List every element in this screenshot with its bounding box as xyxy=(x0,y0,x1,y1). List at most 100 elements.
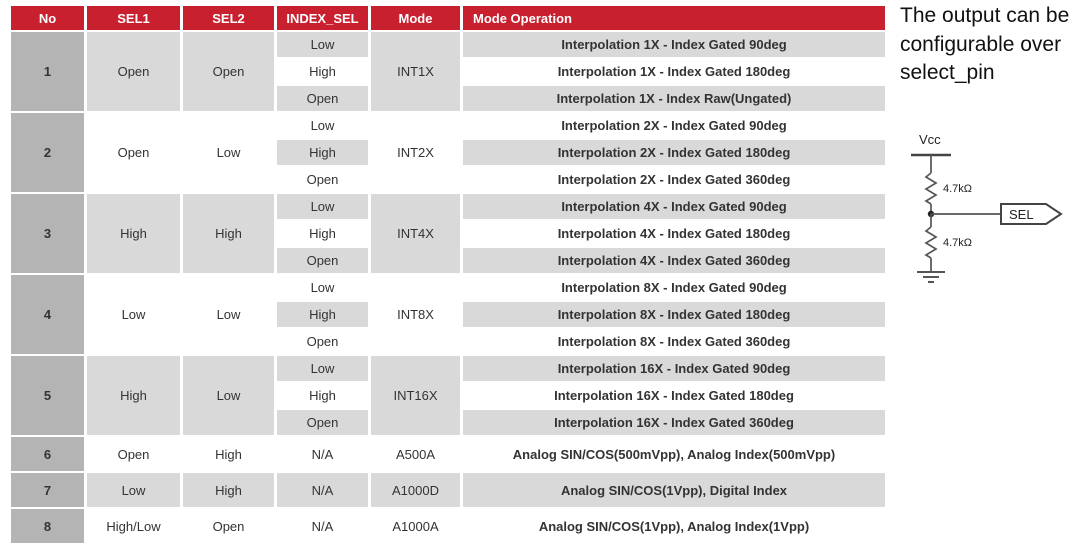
cell-mode-operation: Interpolation 8X - Index Gated 90deg xyxy=(463,275,885,300)
table-row: High Interpolation 2X - Index Gated 180de… xyxy=(11,140,885,165)
cell-sel1: High xyxy=(87,194,180,273)
cell-mode-operation: Interpolation 1X - Index Raw(Ungated) xyxy=(463,86,885,111)
cell-mode-operation: Interpolation 2X - Index Gated 360deg xyxy=(463,167,885,192)
select-pin-circuit-diagram: Vcc 4.7kΩ SEL 4.7kΩ xyxy=(911,132,1063,283)
cell-index-sel: N/A xyxy=(277,473,368,507)
cell-no: 3 xyxy=(11,194,84,273)
cell-mode: INT4X xyxy=(371,194,460,273)
cell-index-sel: High xyxy=(277,302,368,327)
cell-no: 2 xyxy=(11,113,84,192)
cell-sel2: High xyxy=(183,194,274,273)
cell-index-sel: High xyxy=(277,59,368,84)
table-row: 3 High High Low INT4X Interpolation 4X - Inde… xyxy=(11,194,885,273)
cell-index-sel: Low xyxy=(277,194,368,219)
cell-index-sel: Low xyxy=(277,32,368,57)
cell-index-sel: Open xyxy=(277,410,368,435)
cell-mode-operation: Interpolation 8X - Index Gated 360deg xyxy=(463,329,885,354)
cell-no: 5 xyxy=(11,356,84,435)
cell-mode-operation: Interpolation 1X - Index Gated 90deg xyxy=(463,32,885,57)
column-header-sel2: SEL2 xyxy=(183,6,274,30)
table-row: High Interpolation 8X - Index Gated 180de… xyxy=(11,302,885,327)
cell-sel1: Open xyxy=(87,32,180,111)
resistor-top-label: 4.7kΩ xyxy=(943,183,972,195)
cell-index-sel: Low xyxy=(277,356,368,381)
cell-mode-operation: Interpolation 2X - Index Gated 180deg xyxy=(463,140,885,165)
mode-table-body: 1 Open Open Low INT1X Interpolation 1X - Inde… xyxy=(11,32,885,543)
table-row: Open Interpolation 4X - Index Gated 360de… xyxy=(11,248,885,273)
cell-sel2: Open xyxy=(183,509,274,543)
table-row: 2 Open Low Low INT2X Interpolation 2X - Index… xyxy=(11,113,885,192)
cell-sel1: Open xyxy=(87,437,180,471)
mode-select-table-container: No SEL1 SEL2 INDEX_SEL Mode Mode Operati… xyxy=(8,4,888,545)
mode-select-table: No SEL1 SEL2 INDEX_SEL Mode Mode Operati… xyxy=(8,4,888,545)
cell-sel2: High xyxy=(183,437,274,471)
cell-no: 4 xyxy=(11,275,84,354)
cell-mode-operation: Interpolation 2X - Index Gated 90deg xyxy=(463,113,885,138)
cell-mode: A1000A xyxy=(371,509,460,543)
cell-sel2: Low xyxy=(183,356,274,435)
table-row: Open Interpolation 2X - Index Gated 360de… xyxy=(11,167,885,192)
cell-sel1: Low xyxy=(87,275,180,354)
cell-mode-operation: Analog SIN/COS(500mVpp), Analog Index(50… xyxy=(463,437,885,471)
annotation-text: The output can be configurable over sele… xyxy=(900,4,1070,85)
cell-no: 8 xyxy=(11,509,84,543)
table-row: 4 Low Low Low INT8X Interpolation 8X - Index … xyxy=(11,275,885,354)
cell-index-sel: N/A xyxy=(277,509,368,543)
table-row: High Interpolation 16X - Index Gated 180d… xyxy=(11,383,885,408)
cell-mode-operation: Interpolation 16X - Index Gated 180deg xyxy=(463,383,885,408)
column-header-index-sel: INDEX_SEL xyxy=(277,6,368,30)
table-header-row: No SEL1 SEL2 INDEX_SEL Mode Mode Operati… xyxy=(11,6,885,30)
resistor-bottom-label: 4.7kΩ xyxy=(943,237,972,249)
cell-sel2: High xyxy=(183,473,274,507)
table-row: 5 High Low Low INT16X Interpolation 16X - Ind… xyxy=(11,356,885,435)
cell-sel1: High xyxy=(87,356,180,435)
cell-index-sel: Open xyxy=(277,167,368,192)
cell-index-sel: High xyxy=(277,383,368,408)
cell-mode-operation: Analog SIN/COS(1Vpp), Digital Index xyxy=(463,473,885,507)
cell-mode: INT16X xyxy=(371,356,460,435)
table-row: 6 Open High N/A A500A Analog SIN/COS(500mVpp)… xyxy=(11,437,885,471)
cell-index-sel: High xyxy=(277,140,368,165)
cell-sel2: Open xyxy=(183,32,274,111)
cell-mode: A500A xyxy=(371,437,460,471)
table-row: 7 Low High N/A A1000D Analog SIN/COS(1Vpp), D… xyxy=(11,473,885,507)
table-row: High Interpolation 4X - Index Gated 180de… xyxy=(11,221,885,246)
cell-no: 1 xyxy=(11,32,84,111)
table-row: 1 Open Open Low INT1X Interpolation 1X - Inde… xyxy=(11,32,885,111)
cell-index-sel: Open xyxy=(277,329,368,354)
cell-no: 6 xyxy=(11,437,84,471)
cell-index-sel: N/A xyxy=(277,437,368,471)
column-header-mode-operation: Mode Operation xyxy=(463,6,885,30)
cell-mode: INT1X xyxy=(371,32,460,111)
cell-sel2: Low xyxy=(183,275,274,354)
vcc-label: Vcc xyxy=(919,132,941,147)
cell-mode-operation: Interpolation 1X - Index Gated 180deg xyxy=(463,59,885,84)
resistor-bottom-icon xyxy=(924,226,938,259)
cell-mode-operation: Interpolation 8X - Index Gated 180deg xyxy=(463,302,885,327)
cell-sel1: Open xyxy=(87,113,180,192)
table-row: Open Interpolation 1X - Index Raw(Ungated… xyxy=(11,86,885,111)
cell-mode-operation: Interpolation 4X - Index Gated 360deg xyxy=(463,248,885,273)
sel-tag-label: SEL xyxy=(1009,207,1034,222)
cell-mode-operation: Interpolation 4X - Index Gated 180deg xyxy=(463,221,885,246)
cell-mode-operation: Interpolation 16X - Index Gated 90deg xyxy=(463,356,885,381)
cell-mode-operation: Analog SIN/COS(1Vpp), Analog Index(1Vpp) xyxy=(463,509,885,543)
cell-index-sel: Low xyxy=(277,275,368,300)
column-header-no: No xyxy=(11,6,84,30)
column-header-sel1: SEL1 xyxy=(87,6,180,30)
table-row: Open Interpolation 8X - Index Gated 360de… xyxy=(11,329,885,354)
cell-sel1: High/Low xyxy=(87,509,180,543)
cell-mode-operation: Interpolation 16X - Index Gated 360deg xyxy=(463,410,885,435)
cell-sel2: Low xyxy=(183,113,274,192)
table-row: High Interpolation 1X - Index Gated 180de… xyxy=(11,59,885,84)
table-row: Open Interpolation 16X - Index Gated 360d… xyxy=(11,410,885,435)
resistor-top-icon xyxy=(924,172,938,205)
cell-index-sel: Open xyxy=(277,86,368,111)
column-header-mode: Mode xyxy=(371,6,460,30)
cell-index-sel: Open xyxy=(277,248,368,273)
cell-index-sel: High xyxy=(277,221,368,246)
cell-index-sel: Low xyxy=(277,113,368,138)
cell-mode-operation: Interpolation 4X - Index Gated 90deg xyxy=(463,194,885,219)
cell-no: 7 xyxy=(11,473,84,507)
ground-icon xyxy=(917,271,945,283)
